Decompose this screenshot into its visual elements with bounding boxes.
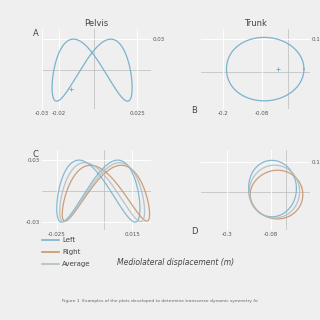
Text: Mediolateral displacement (m): Mediolateral displacement (m): [117, 258, 235, 267]
Title: Pelvis: Pelvis: [84, 19, 108, 28]
Text: Left: Left: [62, 237, 76, 243]
Text: Average: Average: [62, 261, 91, 267]
Title: Trunk: Trunk: [244, 19, 267, 28]
Text: Right: Right: [62, 249, 81, 255]
Text: A: A: [33, 29, 38, 38]
Text: Figure 1  Examples of the plots developed to determine transverse dynamic symmet: Figure 1 Examples of the plots developed…: [62, 299, 258, 303]
Text: C: C: [33, 150, 38, 159]
Text: D: D: [191, 227, 197, 236]
Text: B: B: [192, 106, 197, 115]
